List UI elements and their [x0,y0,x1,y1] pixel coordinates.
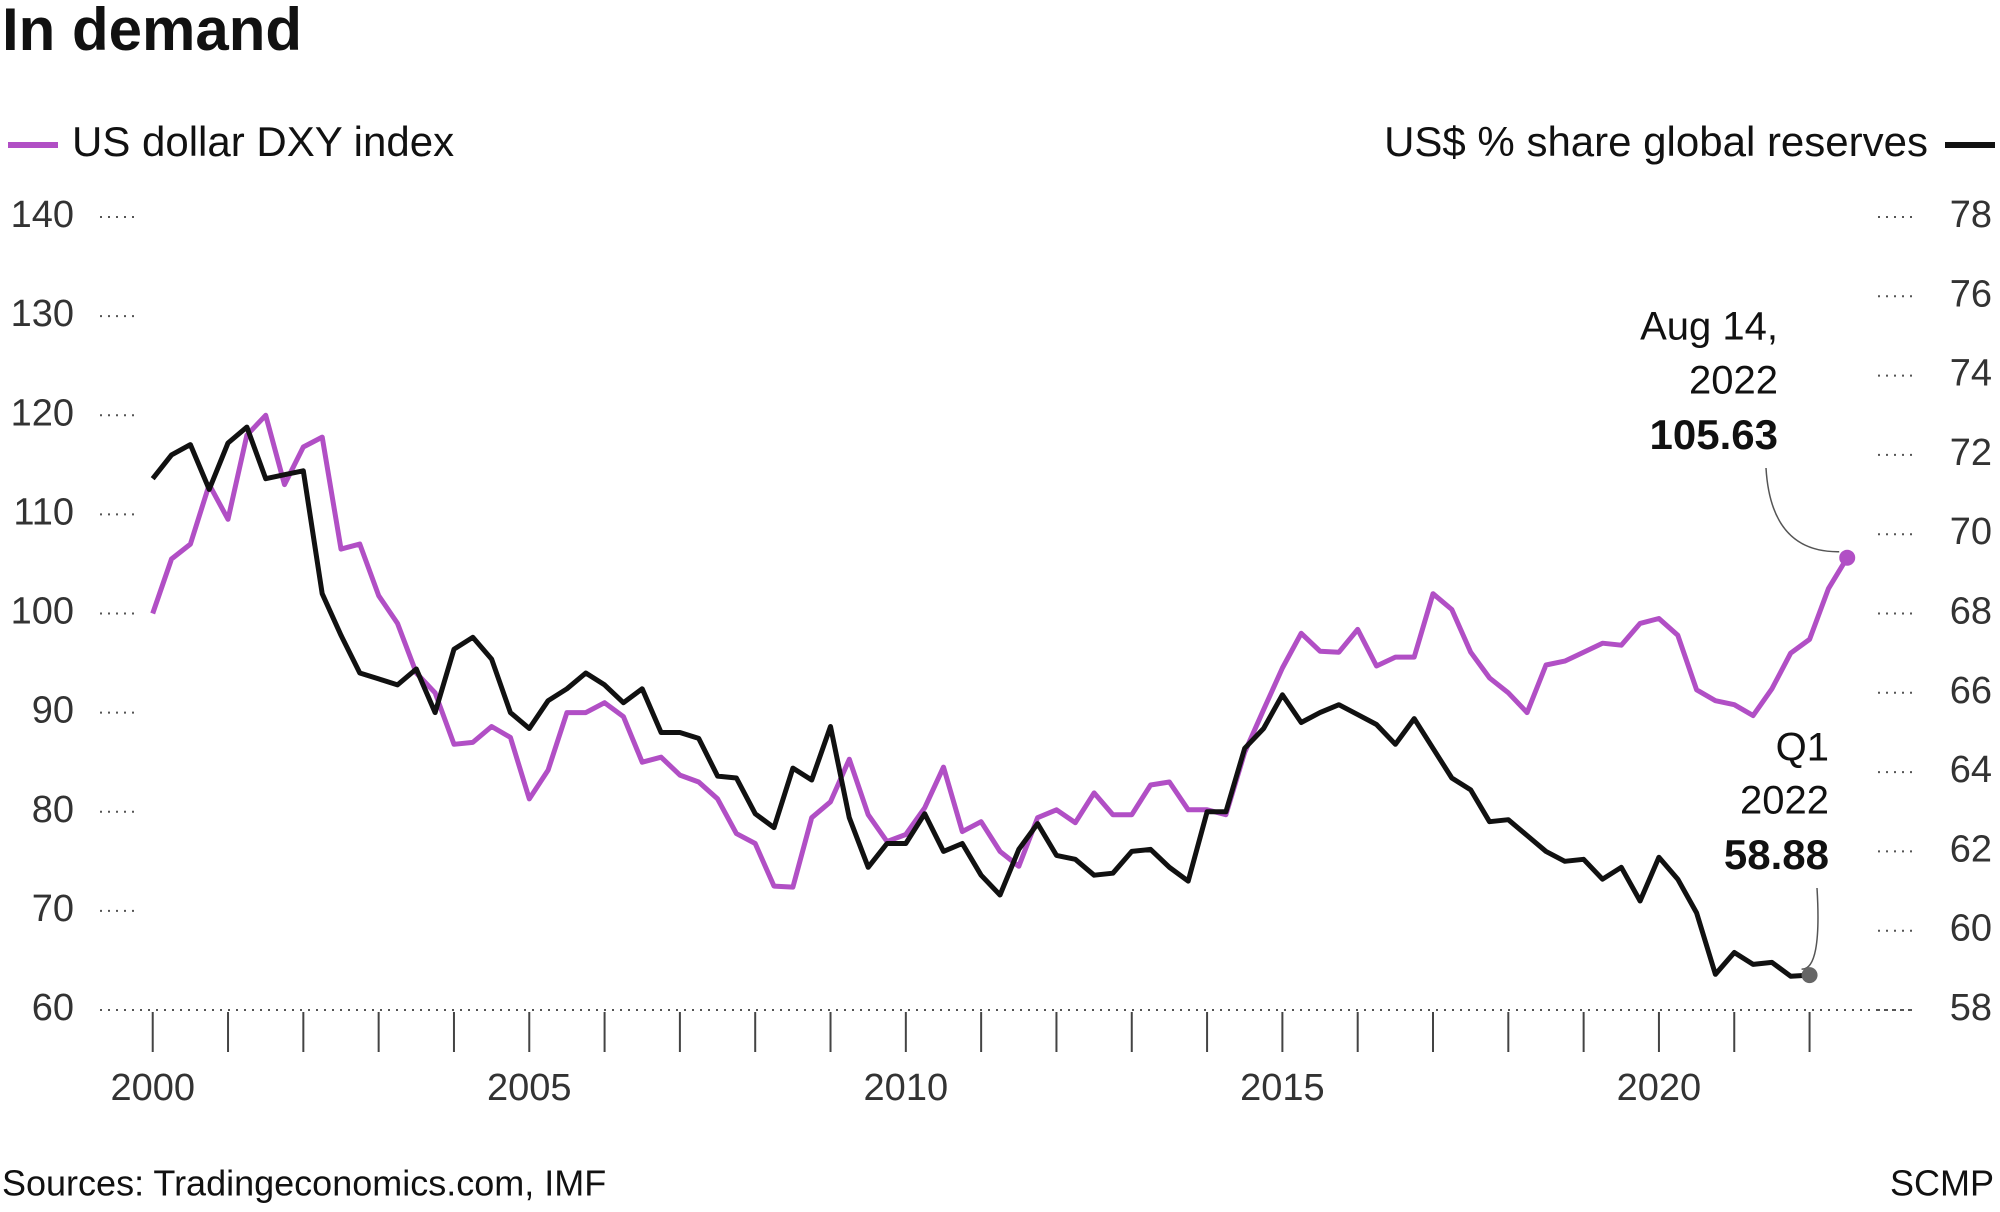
x-tick-label: 2010 [864,1067,949,1109]
series-line [150,424,1810,979]
annotation-text: 2022 [1689,359,1778,403]
y2-tick-label: 60 [1950,908,1992,950]
x-tick-label: 2000 [110,1067,195,1109]
y2-tick-label: 70 [1950,511,1992,553]
annotation-text: 2022 [1740,779,1829,823]
x-tick-label: 2020 [1617,1067,1702,1109]
y-tick-label: 90 [32,690,74,732]
chart-title: In demand [2,0,302,63]
y2-tick-label: 78 [1950,194,1992,236]
annotation-value: 58.88 [1724,831,1829,878]
leader-line [1801,887,1819,970]
y-tick-label: 80 [32,789,74,831]
x-tick-label: 2015 [1240,1067,1325,1109]
annotation-text: Aug 14, [1640,305,1778,349]
legend-label: US$ % share global reserves [1384,118,1928,165]
y2-tick-label: 74 [1950,353,1992,395]
y2-tick-label: 76 [1950,273,1992,315]
annotation-dot [1839,549,1856,566]
y-tick-label: 70 [32,888,74,930]
y-tick-label: 130 [11,293,74,335]
y-tick-label: 100 [11,591,74,633]
annotation-text: Q1 [1776,726,1829,770]
y2-tick-label: 66 [1950,670,1992,712]
y-tick-label: 120 [11,392,74,434]
annotation-value: 105.63 [1650,411,1778,458]
credit: SCMP [1890,1163,1994,1204]
x-tick-label: 2005 [487,1067,572,1109]
series-line [150,412,1850,890]
source: Sources: Tradingeconomics.com, IMF [2,1163,606,1204]
legend-label: US dollar DXY index [72,118,454,165]
y2-tick-label: 64 [1950,749,1992,791]
leader-line [1765,467,1840,553]
y-tick-label: 60 [32,987,74,1029]
y-tick-label: 140 [11,194,74,236]
y2-tick-label: 72 [1950,432,1992,474]
annotation-dot [1801,967,1818,984]
y2-tick-label: 58 [1950,987,1992,1029]
y-tick-label: 110 [13,491,74,533]
y2-tick-label: 62 [1950,828,1992,870]
y2-tick-label: 68 [1950,591,1992,633]
